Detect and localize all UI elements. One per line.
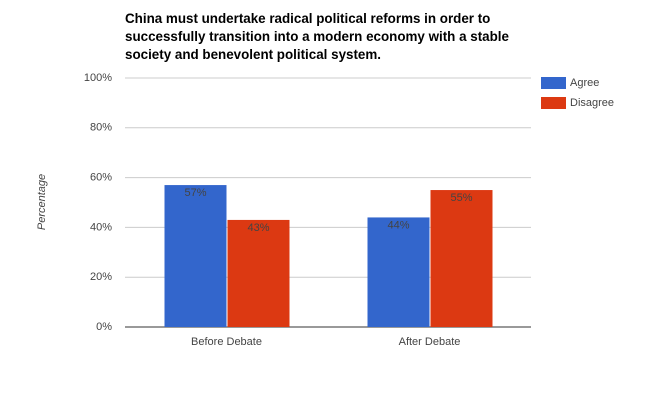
y-tick-label: 20% <box>90 271 112 283</box>
y-tick-label: 80% <box>90 122 112 134</box>
x-tick-label: Before Debate <box>191 336 262 348</box>
value-label: 55% <box>450 192 472 204</box>
value-label: 44% <box>387 219 409 231</box>
chart-title: China must undertake radical political r… <box>125 11 509 62</box>
legend-swatch <box>541 77 566 89</box>
y-axis-label: Percentage <box>36 174 48 230</box>
legend-swatch <box>541 97 566 109</box>
legend-label: Agree <box>570 77 599 89</box>
x-tick-label: After Debate <box>399 336 461 348</box>
bar <box>227 219 290 327</box>
y-tick-label: 0% <box>96 321 112 333</box>
value-label: 57% <box>184 187 206 199</box>
y-tick-label: 60% <box>90 172 112 184</box>
bar <box>164 185 227 327</box>
bar <box>430 190 493 327</box>
bar <box>367 217 430 327</box>
legend-label: Disagree <box>570 97 614 109</box>
y-tick-label: 40% <box>90 221 112 233</box>
y-tick-label: 100% <box>84 72 112 84</box>
value-label: 43% <box>247 222 269 234</box>
